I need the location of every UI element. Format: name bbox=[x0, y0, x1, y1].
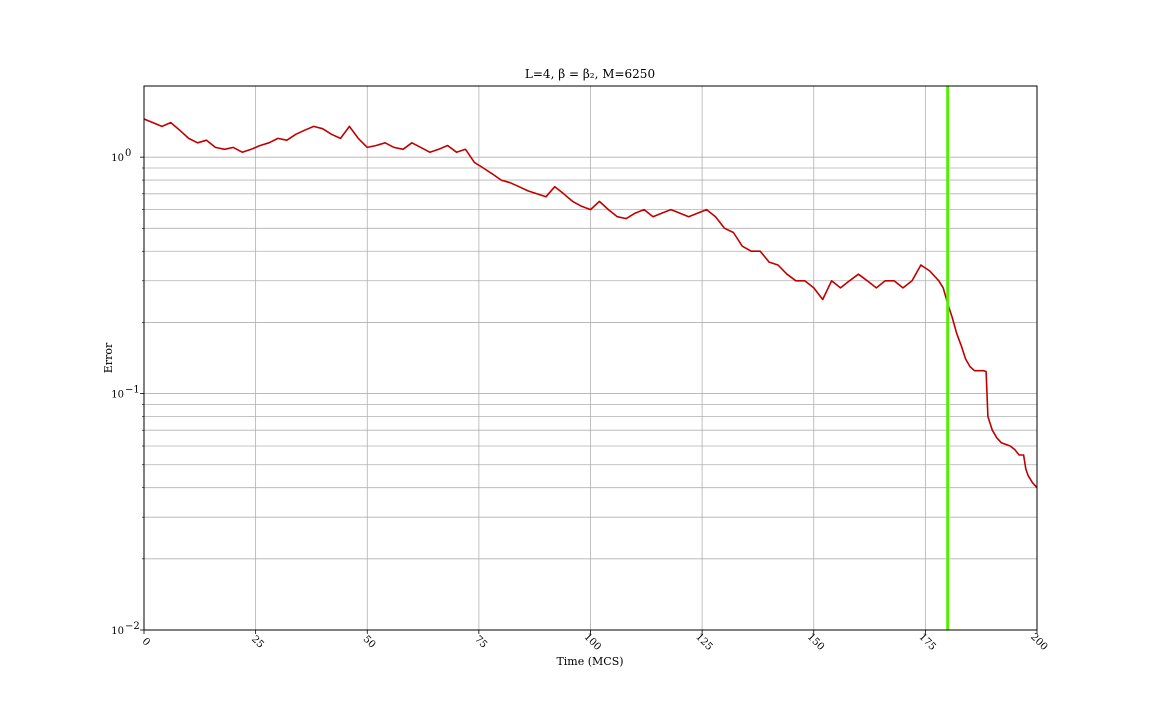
x-tick-label: 200 bbox=[1028, 632, 1049, 653]
x-tick-label: 100 bbox=[582, 632, 603, 653]
y-axis-label: Error bbox=[102, 342, 115, 373]
series-lines bbox=[143, 118, 1038, 489]
grid bbox=[144, 86, 1037, 630]
x-tick-label: 25 bbox=[249, 634, 266, 651]
x-tick-label: 75 bbox=[472, 634, 489, 651]
x-axis-label: Time (MCS) bbox=[556, 655, 623, 668]
chart-title: L=4, β = β₂, M=6250 bbox=[525, 67, 655, 81]
x-tick-label: 50 bbox=[361, 634, 378, 651]
y-tick-label: 10 bbox=[111, 153, 124, 164]
x-tick-label: 0 bbox=[140, 636, 152, 648]
x-axis-ticks: 0 25 50 75 100 125 150 175 200 bbox=[140, 630, 1049, 653]
y-tick-exponent: −2 bbox=[125, 621, 140, 632]
x-tick-label: 150 bbox=[805, 632, 826, 653]
y-tick-label: 10 bbox=[111, 626, 124, 637]
series-line-0 bbox=[143, 118, 1038, 489]
x-tick-label: 175 bbox=[917, 632, 938, 653]
y-tick-exponent: 0 bbox=[125, 148, 131, 159]
x-tick-label: 125 bbox=[693, 632, 714, 653]
y-tick-label: 10 bbox=[111, 390, 124, 401]
y-tick-exponent: −1 bbox=[125, 385, 140, 396]
